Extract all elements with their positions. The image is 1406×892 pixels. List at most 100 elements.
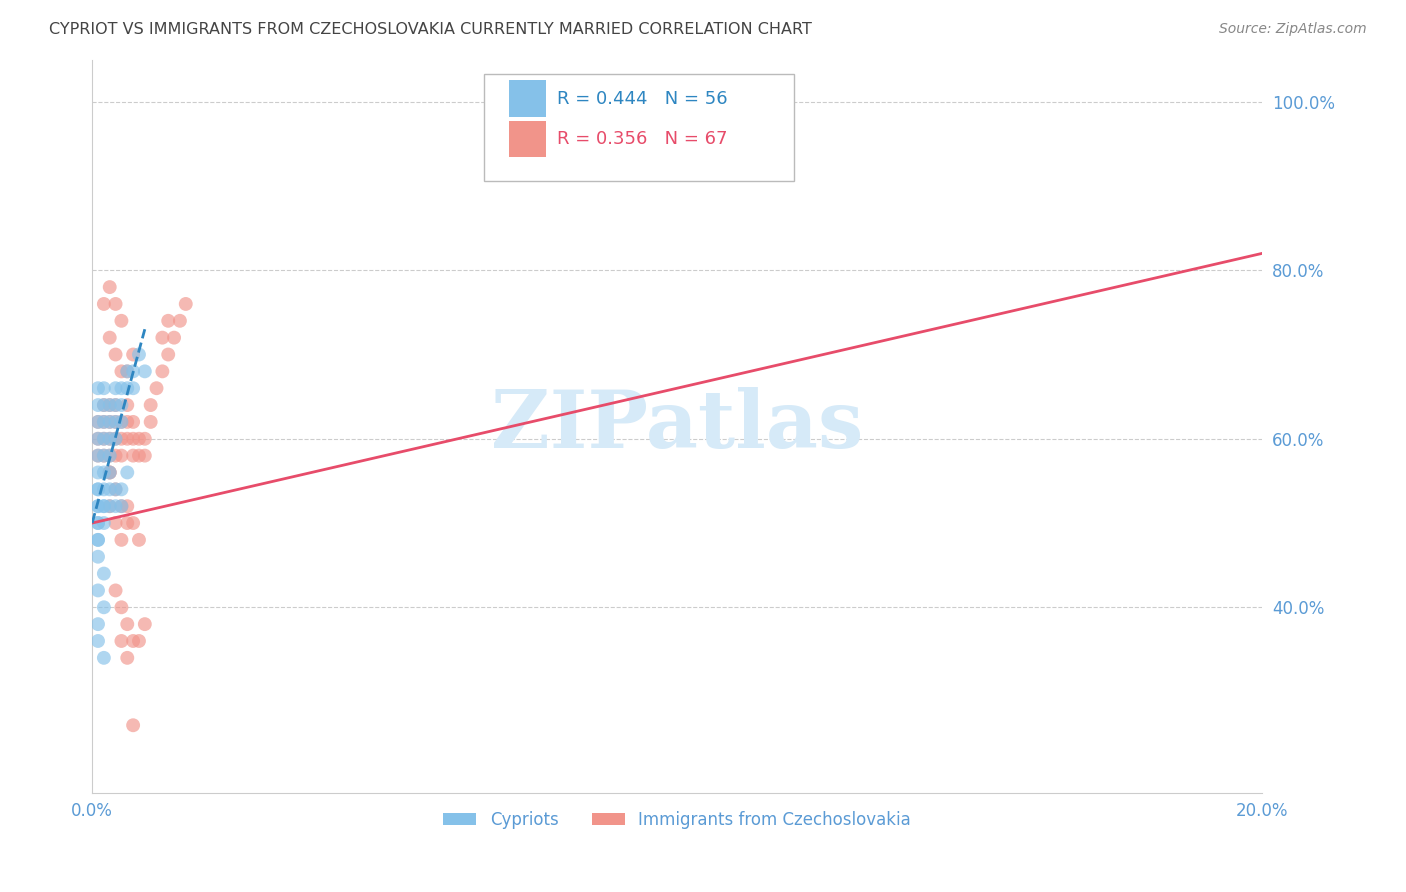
Point bbox=[110, 415, 132, 429]
Point bbox=[122, 449, 145, 463]
Point bbox=[93, 415, 115, 429]
Point bbox=[139, 415, 162, 429]
Point bbox=[128, 533, 150, 547]
Point bbox=[87, 533, 110, 547]
Point bbox=[87, 483, 110, 497]
Point bbox=[104, 415, 127, 429]
Point bbox=[104, 432, 127, 446]
Text: R = 0.444   N = 56: R = 0.444 N = 56 bbox=[557, 90, 727, 108]
Point bbox=[98, 449, 121, 463]
Point bbox=[87, 432, 110, 446]
Point bbox=[93, 415, 115, 429]
Point bbox=[98, 331, 121, 345]
Point bbox=[98, 466, 121, 480]
Point bbox=[87, 381, 110, 395]
Point bbox=[150, 331, 173, 345]
Point bbox=[117, 617, 139, 632]
Point bbox=[93, 398, 115, 412]
Point bbox=[122, 634, 145, 648]
Point bbox=[87, 449, 110, 463]
Point bbox=[104, 381, 127, 395]
Point bbox=[87, 499, 110, 513]
Point bbox=[93, 499, 115, 513]
Point bbox=[117, 466, 139, 480]
Point bbox=[93, 516, 115, 530]
Point bbox=[110, 483, 132, 497]
FancyBboxPatch shape bbox=[509, 80, 546, 117]
Point bbox=[117, 364, 139, 378]
Point bbox=[104, 583, 127, 598]
Point bbox=[93, 297, 115, 311]
Point bbox=[93, 499, 115, 513]
Point bbox=[87, 398, 110, 412]
Point bbox=[117, 364, 139, 378]
Point bbox=[93, 600, 115, 615]
Text: R = 0.356   N = 67: R = 0.356 N = 67 bbox=[557, 130, 727, 148]
Point bbox=[87, 466, 110, 480]
Point bbox=[128, 449, 150, 463]
Point bbox=[87, 516, 110, 530]
Point bbox=[117, 381, 139, 395]
Point bbox=[117, 415, 139, 429]
Point bbox=[163, 331, 186, 345]
Point bbox=[93, 449, 115, 463]
Point bbox=[110, 432, 132, 446]
Point bbox=[93, 398, 115, 412]
FancyBboxPatch shape bbox=[484, 74, 794, 180]
Point bbox=[104, 432, 127, 446]
Point bbox=[87, 415, 110, 429]
Point bbox=[98, 432, 121, 446]
Point bbox=[157, 314, 180, 328]
Point bbox=[104, 483, 127, 497]
Point bbox=[104, 398, 127, 412]
Point bbox=[98, 449, 121, 463]
Point bbox=[98, 466, 121, 480]
Point bbox=[104, 297, 127, 311]
Text: ZIPatlas: ZIPatlas bbox=[491, 387, 863, 465]
Text: Source: ZipAtlas.com: Source: ZipAtlas.com bbox=[1219, 22, 1367, 37]
Point bbox=[104, 347, 127, 361]
Point bbox=[174, 297, 197, 311]
Point bbox=[110, 381, 132, 395]
Point bbox=[104, 516, 127, 530]
Point bbox=[169, 314, 191, 328]
Point bbox=[110, 533, 132, 547]
Point bbox=[87, 432, 110, 446]
Point bbox=[98, 398, 121, 412]
Point bbox=[87, 449, 110, 463]
Point bbox=[93, 566, 115, 581]
Point bbox=[87, 549, 110, 564]
Point bbox=[122, 415, 145, 429]
Point bbox=[122, 432, 145, 446]
Point bbox=[87, 516, 110, 530]
Point bbox=[98, 499, 121, 513]
Point bbox=[117, 499, 139, 513]
Point bbox=[98, 415, 121, 429]
Point bbox=[93, 432, 115, 446]
Point bbox=[87, 617, 110, 632]
Point bbox=[134, 364, 156, 378]
Point bbox=[93, 432, 115, 446]
Point bbox=[110, 600, 132, 615]
Point bbox=[128, 634, 150, 648]
Point bbox=[145, 381, 167, 395]
Point bbox=[117, 398, 139, 412]
Point bbox=[110, 364, 132, 378]
Point bbox=[150, 364, 173, 378]
Point bbox=[98, 280, 121, 294]
Point bbox=[110, 449, 132, 463]
Point bbox=[110, 499, 132, 513]
Point bbox=[110, 398, 132, 412]
Point bbox=[104, 449, 127, 463]
Point bbox=[98, 466, 121, 480]
Text: CYPRIOT VS IMMIGRANTS FROM CZECHOSLOVAKIA CURRENTLY MARRIED CORRELATION CHART: CYPRIOT VS IMMIGRANTS FROM CZECHOSLOVAKI… bbox=[49, 22, 813, 37]
Point bbox=[134, 449, 156, 463]
Point bbox=[139, 398, 162, 412]
Point bbox=[98, 499, 121, 513]
Point bbox=[87, 634, 110, 648]
Point bbox=[98, 398, 121, 412]
Point bbox=[122, 364, 145, 378]
Point bbox=[122, 516, 145, 530]
Point bbox=[87, 415, 110, 429]
Point bbox=[117, 650, 139, 665]
